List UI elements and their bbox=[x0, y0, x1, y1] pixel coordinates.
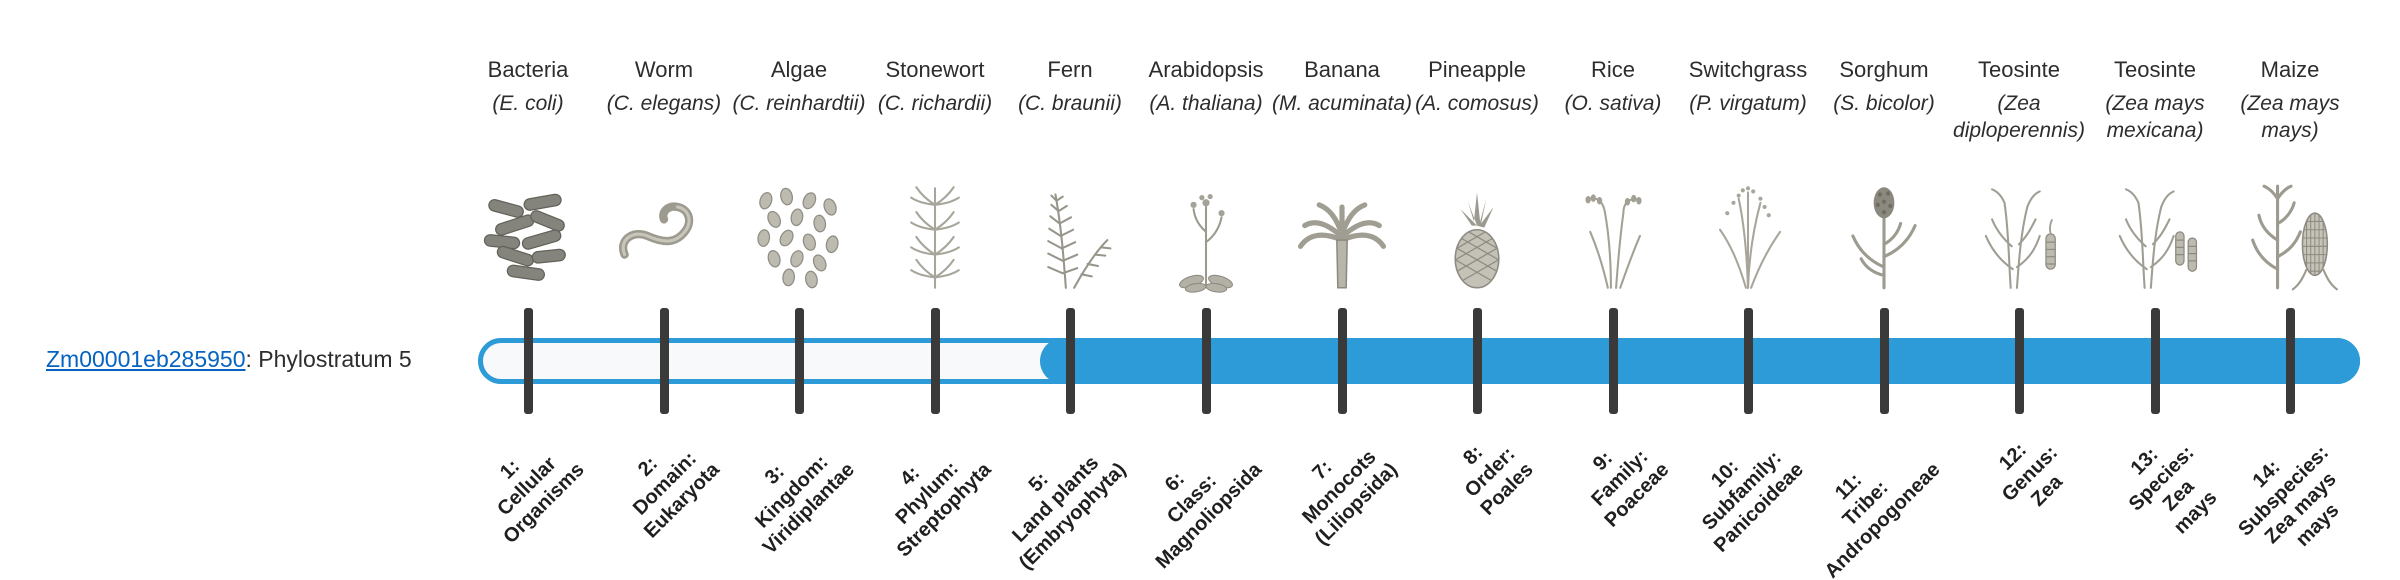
organism-common-name: Algae bbox=[770, 57, 828, 82]
algae-icon bbox=[744, 164, 854, 294]
organism-label: Fern (C. braunii) bbox=[995, 56, 1145, 118]
organism-common-name: Banana bbox=[1304, 57, 1380, 82]
organism-label: Stonewort (C. richardii) bbox=[860, 56, 1010, 118]
phylostratum-tick-5 bbox=[1066, 308, 1075, 414]
teosinte-diploperennis-icon bbox=[1964, 164, 2074, 294]
organism-common-name: Rice bbox=[1590, 57, 1635, 82]
stratum-label-8: 8: Order: Poales bbox=[1458, 441, 1538, 520]
stratum-label-12: 12: Genus: Zea bbox=[1995, 438, 2068, 511]
organism-label: Teosinte (Zea mays mexicana) bbox=[2080, 56, 2230, 145]
arabidopsis-icon bbox=[1151, 164, 1261, 294]
phylostratum-tick-3 bbox=[795, 308, 804, 414]
stratum-label-13: 13: Species: Zea mays bbox=[2124, 441, 2222, 539]
bacteria-icon bbox=[473, 164, 583, 294]
stratum-label-3: 3: Kingdom: Viridiplantae bbox=[751, 451, 860, 559]
organism-scientific-name: (Zea mays mexicana) bbox=[2105, 92, 2205, 143]
banana-icon bbox=[1287, 164, 1397, 294]
stratum-label-1: 1: Cellular Organisms bbox=[492, 452, 589, 549]
organism-scientific-name: (C. elegans) bbox=[606, 92, 722, 116]
organism-label: Pineapple (A. comosus) bbox=[1402, 56, 1552, 118]
rice-icon bbox=[1558, 164, 1668, 294]
organism-scientific-name: (C. richardii) bbox=[877, 92, 993, 116]
organism-label: Teosinte (Zea diploperennis) bbox=[1944, 56, 2094, 145]
pineapple-icon bbox=[1422, 164, 1532, 294]
stratum-label-6: 6: Class: Magnoliopsida bbox=[1151, 458, 1267, 574]
organism-scientific-name: (Zea diploperennis) bbox=[1953, 92, 2085, 143]
gene-label: Zm00001eb285950: Phylostratum 5 bbox=[46, 346, 412, 373]
organism-scientific-name: (C. reinhardtii) bbox=[732, 92, 866, 116]
stratum-label-11: 11: Tribe: Andropogoneae bbox=[1820, 458, 1945, 580]
organism-label: Switchgrass (P. virgatum) bbox=[1673, 56, 1823, 118]
organism-label: Rice (O. sativa) bbox=[1538, 56, 1688, 118]
fern-icon bbox=[1015, 164, 1125, 294]
organism-label: Banana (M. acuminata) bbox=[1267, 56, 1417, 118]
stratum-label-7: 7: Monocots (Liliopsida) bbox=[1298, 446, 1403, 550]
phylostratum-tick-13 bbox=[2151, 308, 2160, 414]
phylostratum-tick-7 bbox=[1338, 308, 1347, 414]
phylostratum-tick-10 bbox=[1744, 308, 1753, 414]
organism-scientific-name: (Zea mays mays) bbox=[2240, 92, 2340, 143]
organism-scientific-name: (P. virgatum) bbox=[1689, 92, 1807, 116]
organism-common-name: Sorghum bbox=[1839, 57, 1929, 82]
stonewort-icon bbox=[880, 164, 990, 294]
organism-common-name: Bacteria bbox=[487, 57, 569, 82]
organism-scientific-name: (E. coli) bbox=[492, 92, 564, 116]
gene-link[interactable]: Zm00001eb285950 bbox=[46, 346, 246, 372]
phylostratum-tick-8 bbox=[1473, 308, 1482, 414]
phylostratum-tick-9 bbox=[1609, 308, 1618, 414]
organism-scientific-name: (A. comosus) bbox=[1415, 92, 1539, 116]
maize-icon bbox=[2235, 164, 2345, 294]
organism-label: Sorghum (S. bicolor) bbox=[1809, 56, 1959, 118]
organism-scientific-name: (M. acuminata) bbox=[1271, 92, 1413, 116]
organism-label: Bacteria (E. coli) bbox=[453, 56, 603, 118]
phylostratum-tick-14 bbox=[2286, 308, 2295, 414]
organism-common-name: Maize bbox=[2260, 57, 2320, 82]
stratum-label-9: 9: Family: Poaceae bbox=[1587, 445, 1674, 532]
organism-common-name: Stonewort bbox=[885, 57, 985, 82]
stratum-label-2: 2: Domain: Eukaryota bbox=[629, 447, 725, 543]
gene-phylostratum-text: : Phylostratum 5 bbox=[245, 346, 412, 372]
stratum-label-14: 14: Subspecies: Zea mays mays bbox=[2234, 441, 2344, 551]
teosinte-mexicana-icon bbox=[2100, 164, 2210, 294]
worm-icon bbox=[609, 164, 719, 294]
organism-common-name: Teosinte bbox=[1978, 57, 2060, 82]
phylostratum-tick-2 bbox=[660, 308, 669, 414]
stratum-label-10: 10: Subfamily: Panicoideae bbox=[1698, 446, 1809, 557]
phylostratum-tick-11 bbox=[1880, 308, 1889, 414]
organism-scientific-name: (C. braunii) bbox=[1018, 92, 1122, 116]
organism-label: Maize (Zea mays mays) bbox=[2215, 56, 2365, 145]
organism-label: Algae (C. reinhardtii) bbox=[724, 56, 874, 118]
organism-label: Arabidopsis (A. thaliana) bbox=[1131, 56, 1281, 118]
organism-common-name: Arabidopsis bbox=[1148, 57, 1264, 82]
phylostratum-tick-4 bbox=[931, 308, 940, 414]
organism-scientific-name: (S. bicolor) bbox=[1833, 92, 1935, 116]
phylostratum-tick-12 bbox=[2015, 308, 2024, 414]
organism-common-name: Switchgrass bbox=[1688, 57, 1808, 82]
organism-label: Worm (C. elegans) bbox=[589, 56, 739, 118]
organism-common-name: Teosinte bbox=[2114, 57, 2196, 82]
stratum-label-5: 5: Land plants (Embryophyta) bbox=[1008, 451, 1131, 574]
switchgrass-icon bbox=[1693, 164, 1803, 294]
phylostratum-tick-6 bbox=[1202, 308, 1211, 414]
sorghum-icon bbox=[1829, 164, 1939, 294]
organism-scientific-name: (A. thaliana) bbox=[1149, 92, 1263, 116]
organism-common-name: Pineapple bbox=[1428, 57, 1526, 82]
organism-common-name: Worm bbox=[634, 57, 694, 82]
phylostratum-tick-1 bbox=[524, 308, 533, 414]
stratum-label-4: 4: Phylum: Streptophyta bbox=[891, 457, 996, 562]
phylostrata-bar-track bbox=[478, 338, 2360, 384]
phylostrata-bar-fill bbox=[1040, 338, 2360, 384]
organism-common-name: Fern bbox=[1047, 57, 1093, 82]
organism-scientific-name: (O. sativa) bbox=[1564, 92, 1662, 116]
